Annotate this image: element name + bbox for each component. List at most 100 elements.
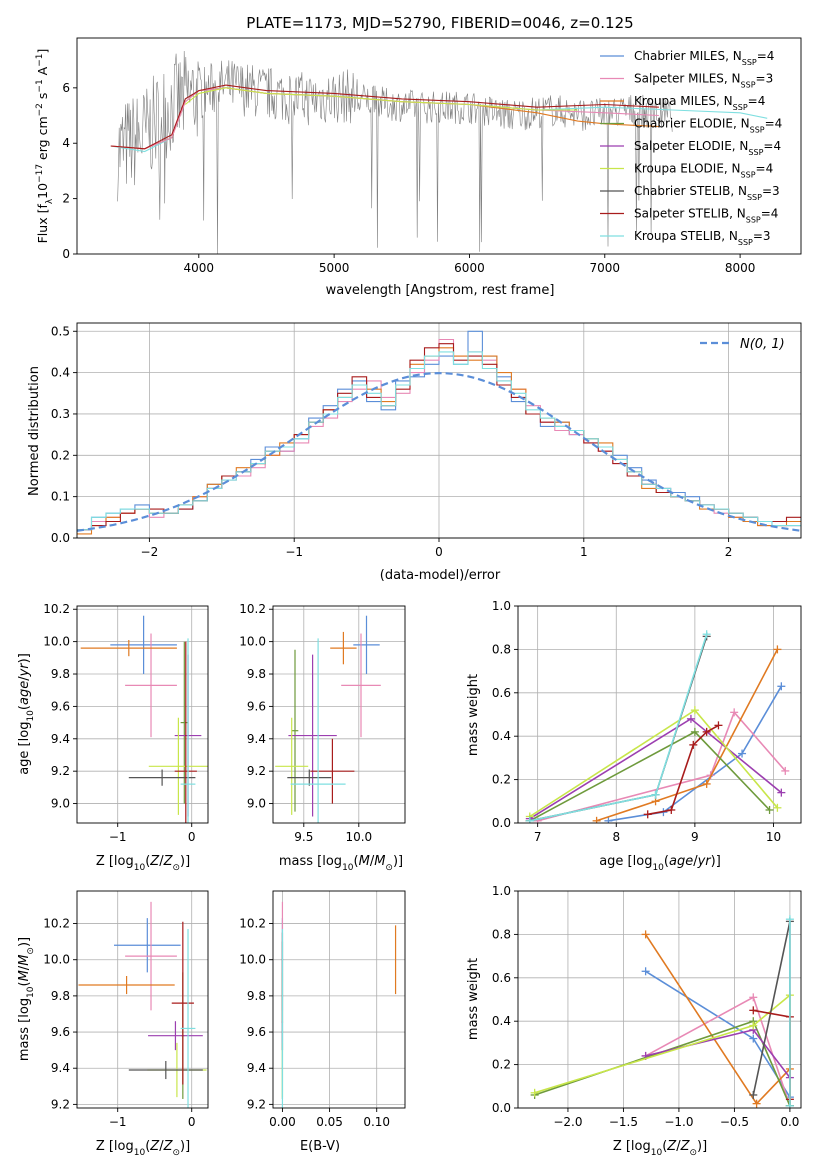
- mass_vs_Z-x-tick-label: 0: [188, 1115, 196, 1129]
- weight_vs_Z-y-tick-label: 0.0: [492, 1101, 511, 1115]
- weight-vs-age-panel: 7 8 9 10 0.0 0.2 0.4 0.6 0.8 1.0: [492, 599, 802, 844]
- spectrum-y-tick-label: 6: [62, 81, 70, 95]
- residual-histogram-kroupa_stelib: [77, 351, 801, 531]
- mass_vs_ebv-y-tick-label: 9.8: [247, 989, 266, 1003]
- weight_vs_age-x-tick-label: 8: [612, 830, 620, 844]
- weight-line-chabrier_elodie: [534, 1020, 791, 1107]
- age_vs_Z-plot-area: [80, 615, 208, 823]
- normal-curve: [77, 371, 801, 532]
- mass_vs_Z-frame: [76, 890, 209, 1109]
- residuals-y-tick-label: 0.3: [51, 407, 70, 421]
- spectrum-x-tick-label: 6000: [454, 261, 485, 275]
- residuals-x-label: (data-model)/error: [380, 568, 501, 583]
- legend-entry-label: Salpeter MILES, NSSP=3: [634, 72, 773, 90]
- residuals-y-tick-label: 0.0: [51, 531, 70, 545]
- residuals-x-tick-label: 1: [580, 545, 588, 559]
- residuals-y-label: Normed distribution: [27, 366, 42, 496]
- age-vs-mass-x-label: mass [log10(M/M⊙)]: [279, 854, 403, 873]
- mass_vs_Z-x-tick-label: −1: [109, 1115, 127, 1129]
- residuals-y-tick-label: 0.2: [51, 448, 70, 462]
- spectrum-y-label: Flux [fλ10−17 erg cm−2 s−1 A−1]: [35, 49, 55, 244]
- mass_vs_ebv-y-tick-label: 10.2: [239, 917, 266, 931]
- weight-line-chabrier_miles: [645, 970, 791, 1098]
- mass_vs_Z-plot-area: [78, 901, 207, 1108]
- legend-entry-label: Kroupa STELIB, NSSP=3: [634, 229, 771, 247]
- legend-entry-label: Kroupa MILES, NSSP=4: [634, 94, 765, 112]
- mass_vs_Z-y-tick-label: 10.0: [43, 953, 70, 967]
- model-spectrum-kroupa_elodie: [184, 87, 578, 111]
- weight-line-kroupa_miles: [596, 649, 779, 822]
- spectrum-plot-area: [110, 50, 768, 254]
- weight_vs_age-plot-area: [525, 630, 790, 823]
- age_vs_mass-y-tick-label: 10.0: [239, 635, 266, 649]
- weight_vs_Z-y-tick-label: 1.0: [492, 884, 511, 898]
- mass_vs_Z-y-tick-label: 10.2: [43, 917, 70, 931]
- weight-vs-metallicity-y-label: mass weight: [466, 958, 481, 1040]
- mass_vs_Z-y-tick-label: 9.8: [51, 989, 70, 1003]
- weight_vs_Z-x-tick-label: 0.0: [780, 1115, 799, 1129]
- mass_vs_ebv-frame: [272, 890, 406, 1109]
- residuals-x-tick-label: −2: [141, 545, 159, 559]
- age_vs_Z-y-tick-label: 9.2: [51, 764, 70, 778]
- weight-vs-metallicity-x-label: Z [log10(Z/Z⊙)]: [613, 1139, 707, 1158]
- age-vs-metallicity-x-label: Z [log10(Z/Z⊙)]: [96, 854, 190, 873]
- weight_vs_Z-x-tick-label: −1.0: [664, 1115, 693, 1129]
- spectrum-y-tick-label: 0: [62, 247, 70, 261]
- weight_vs_Z-y-tick-label: 0.6: [492, 971, 511, 985]
- weight_vs_age-y-tick-label: 0.6: [492, 686, 511, 700]
- legend-entry-label: Salpeter STELIB, NSSP=4: [634, 207, 778, 225]
- age_vs_mass-frame: [272, 605, 406, 824]
- legend-entry-label: Kroupa ELODIE, NSSP=4: [634, 162, 773, 180]
- age_vs_Z-y-tick-label: 9.4: [51, 732, 70, 746]
- weight_vs_age-x-tick-label: 7: [534, 830, 542, 844]
- weight-vs-age-y-label: mass weight: [466, 674, 481, 756]
- figure-title: PLATE=1173, MJD=52790, FIBERID=0046, z=0…: [246, 14, 633, 32]
- age_vs_Z-x-tick-label: −1: [109, 830, 127, 844]
- age-vs-mass-panel: 9.5 10.0 9.0 9.2 9.4 9.6 9.8 10.0 10.2: [239, 602, 406, 844]
- age_vs_mass-y-tick-label: 9.2: [247, 764, 266, 778]
- weight_vs_Z-y-tick-label: 0.8: [492, 927, 511, 941]
- weight_vs_Z-frame: [517, 890, 802, 1109]
- weight_vs_age-y-tick-label: 1.0: [492, 599, 511, 613]
- weight_vs_Z-x-tick-label: −1.5: [609, 1115, 638, 1129]
- mass_vs_ebv-y-tick-label: 10.0: [239, 953, 266, 967]
- residuals-y-tick-label: 0.4: [51, 366, 70, 380]
- model-spectrum-kroupa_miles: [110, 87, 659, 150]
- age_vs_Z-x-tick-label: 0: [188, 830, 196, 844]
- weight-line-kroupa_elodie: [534, 993, 791, 1106]
- mass_vs_ebv-y-tick-label: 9.6: [247, 1025, 266, 1039]
- spectrum-y-tick-label: 2: [62, 192, 70, 206]
- mass_vs_ebv-plot-area: [281, 901, 397, 1108]
- age_vs_Z-y-tick-label: 9.0: [51, 797, 70, 811]
- weight_vs_age-x-tick-label: 9: [691, 830, 699, 844]
- weight_vs_age-y-tick-label: 0.2: [492, 773, 511, 787]
- weight-line-kroupa_miles: [644, 933, 791, 1105]
- residuals-y-tick-label: 0.1: [51, 490, 70, 504]
- weight_vs_age-frame: [517, 605, 802, 824]
- mass_vs_ebv-x-tick-label: 0.00: [269, 1115, 296, 1129]
- mass-vs-ebv-panel: 0.00 0.05 0.10 9.2 9.4 9.6 9.8 10.0 10.2: [239, 890, 406, 1129]
- observed-spectrum-line: [117, 50, 673, 254]
- spectrum-frame: [76, 37, 802, 255]
- legend-entry-label: Chabrier STELIB, NSSP=3: [634, 184, 780, 202]
- age-vs-metallicity-panel: −1 0 9.0 9.2 9.4 9.6 9.8 10.0 10.2: [43, 602, 209, 844]
- age_vs_mass-y-tick-label: 10.2: [239, 602, 266, 616]
- weight_vs_Z-x-tick-label: −2.0: [553, 1115, 582, 1129]
- age_vs_mass-plot-area: [275, 615, 381, 823]
- spectrum-x-tick-label: 8000: [725, 261, 756, 275]
- mass-vs-metallicity-y-label: mass [log10(M/M⊙)]: [17, 937, 36, 1061]
- spectrum-x-tick-label: 5000: [319, 261, 350, 275]
- age_vs_Z-y-tick-label: 10.0: [43, 635, 70, 649]
- mass_vs_ebv-x-tick-label: 0.10: [363, 1115, 390, 1129]
- mass_vs_ebv-y-tick-label: 9.2: [247, 1097, 266, 1111]
- mass_vs_Z-y-tick-label: 9.4: [51, 1061, 70, 1075]
- weight_vs_age-y-tick-label: 0.8: [492, 642, 511, 656]
- weight_vs_Z-plot-area: [530, 915, 794, 1108]
- weight_vs_Z-y-tick-label: 0.4: [492, 1014, 511, 1028]
- spectrum-y-tick-label: 4: [62, 136, 70, 150]
- age_vs_mass-y-tick-label: 9.8: [247, 667, 266, 681]
- spectrum-x-tick-label: 7000: [590, 261, 621, 275]
- legend-entry-label: Chabrier ELODIE, NSSP=4: [634, 117, 782, 135]
- weight_vs_age-y-tick-label: 0.4: [492, 729, 511, 743]
- legend-entry-label: Chabrier MILES, NSSP=4: [634, 49, 774, 67]
